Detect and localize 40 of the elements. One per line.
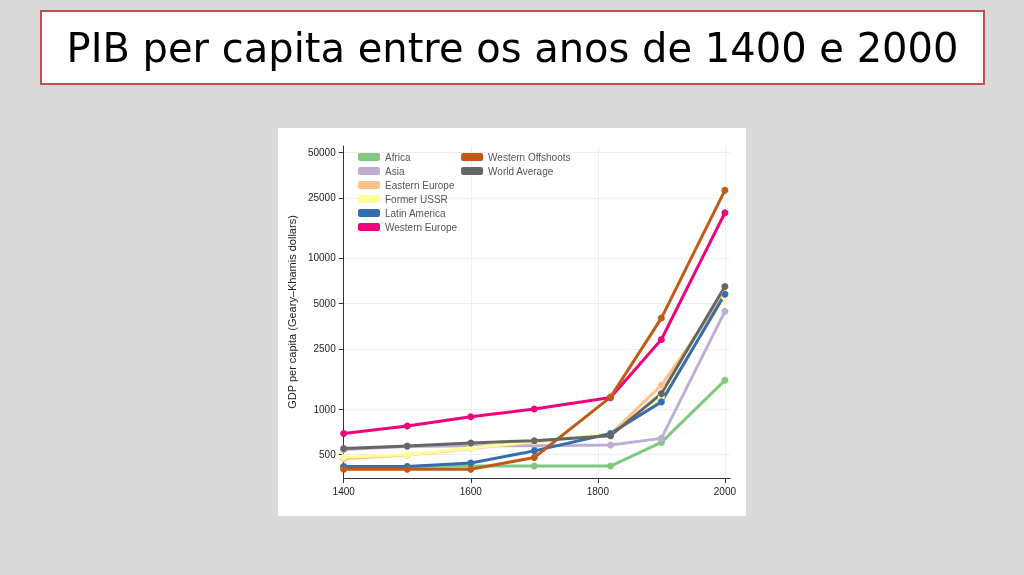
point <box>467 413 475 421</box>
y-tick-label: 10000 <box>307 252 337 264</box>
point <box>721 307 729 315</box>
point <box>403 422 411 430</box>
point <box>530 454 538 462</box>
x-tick-label: 1400 <box>332 485 356 497</box>
legend-label: Western Offshoots <box>488 151 571 163</box>
point <box>340 429 348 437</box>
point <box>657 398 665 406</box>
chart-title: PIB per capita entre os anos de 1400 e 2000 <box>40 10 985 85</box>
y-tick-label: 5000 <box>313 297 337 309</box>
y-tick-label: 1000 <box>313 403 337 415</box>
point <box>721 209 729 217</box>
y-tick-label: 2500 <box>313 343 337 355</box>
legend-label: Asia <box>385 165 405 177</box>
x-tick-label: 1800 <box>586 485 610 497</box>
point <box>607 441 615 449</box>
point <box>530 447 538 455</box>
x-tick-label: 1600 <box>459 485 483 497</box>
y-axis-title: GDP per capita (Geary–Khamis dollars) <box>285 215 298 409</box>
point <box>530 405 538 413</box>
x-tick-label: 2000 <box>713 485 737 497</box>
point <box>721 283 729 290</box>
point <box>657 434 665 442</box>
y-tick-label: 50000 <box>307 146 337 158</box>
legend-label: Western Europe <box>385 221 458 233</box>
point <box>530 462 538 470</box>
point <box>657 381 665 389</box>
legend-label: Former USSR <box>385 193 448 205</box>
point <box>657 336 665 344</box>
y-tick-label: 500 <box>319 449 337 461</box>
legend-label: World Average <box>488 165 554 177</box>
legend-label: Latin America <box>385 207 447 219</box>
y-tick-label: 25000 <box>307 192 337 204</box>
legend-label: Eastern Europe <box>385 179 455 191</box>
point <box>657 314 665 322</box>
point <box>721 186 729 194</box>
point <box>721 376 729 384</box>
legend-label: Africa <box>385 151 411 163</box>
point <box>607 462 615 470</box>
